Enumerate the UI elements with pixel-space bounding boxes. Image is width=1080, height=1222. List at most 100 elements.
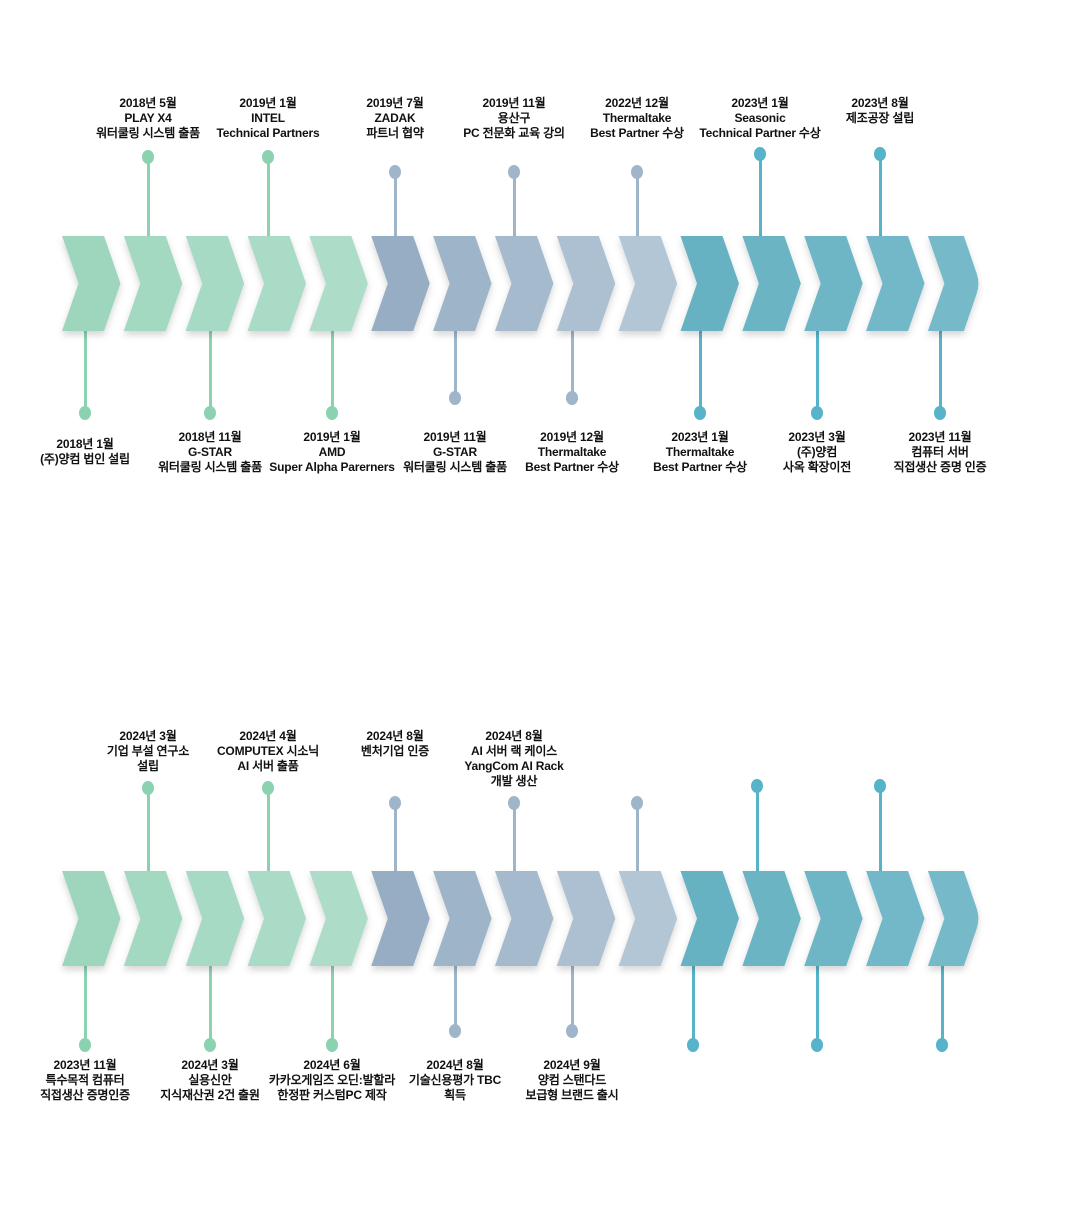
chevron-arrow	[123, 236, 183, 331]
milestone-label: 2024년 4월 COMPUTEX 시소닉 AI 서버 출품	[217, 729, 319, 774]
milestone-dot	[874, 779, 886, 793]
chevron-arrow	[371, 236, 430, 331]
milestone-dot	[389, 796, 401, 810]
milestone-stem	[330, 326, 334, 413]
milestone-dot	[751, 779, 763, 793]
chevron-band	[62, 871, 979, 966]
milestone-label-line: 2019년 7월	[366, 96, 424, 110]
milestone-stem	[691, 961, 695, 1045]
milestone-label-line: 2023년 1월	[731, 96, 789, 110]
milestone-label-line: INTEL	[251, 111, 285, 125]
milestone-label: 2019년 12월 Thermaltake Best Partner 수상	[525, 430, 619, 475]
milestone-dot	[566, 391, 578, 405]
milestone-stem	[208, 961, 212, 1045]
milestone-stem	[146, 157, 150, 241]
chevron-arrow	[742, 236, 801, 331]
chevron-arrow	[804, 871, 863, 966]
milestone-label: 2024년 8월 기술신용평가 TBC 획득	[409, 1058, 501, 1103]
milestone-stem	[512, 172, 516, 241]
milestone-label-line: Super Alpha Parerners	[269, 459, 395, 474]
milestone-dot	[934, 406, 946, 420]
milestone-dot	[811, 1038, 823, 1052]
chevron-arrow	[556, 236, 616, 331]
milestone-label-line: 컴퓨터 서버	[911, 444, 969, 459]
milestone-label-line: 2022년 12월	[605, 96, 669, 110]
chevron-arrow	[309, 871, 368, 966]
milestone-label: 2019년 7월 ZADAK 파트너 협약	[366, 96, 424, 141]
milestone-label-line: 2023년 11월	[53, 1057, 117, 1072]
milestone-label-line: Technical Partners	[216, 126, 320, 140]
milestone-dot	[508, 796, 520, 810]
milestone-stem	[758, 154, 762, 241]
milestone-label-line: AMD	[318, 444, 346, 459]
milestone-label-line: 지식재산권 2건 출원	[160, 1087, 260, 1102]
milestone-label-line: 사옥 확장이전	[782, 459, 852, 474]
milestone-label-line: 획득	[444, 1087, 466, 1102]
milestone-label-line: 2018년 1월	[56, 437, 114, 451]
milestone-dot	[262, 781, 274, 795]
chevron-arrow	[494, 871, 554, 966]
chevron-arrow	[866, 236, 925, 331]
milestone-label-line: 실용신안	[188, 1072, 232, 1087]
chevron-arrow	[185, 236, 245, 331]
milestone-dot	[262, 150, 274, 164]
milestone-label: 2023년 11월 컴퓨터 서버 직접생산 증명 인증	[894, 430, 987, 475]
milestone-label-line: 2023년 11월	[908, 429, 972, 444]
milestone-dot	[79, 1038, 91, 1052]
milestone-label: 2018년 5월 PLAY X4 워터쿨링 시스템 출품	[96, 96, 200, 141]
milestone-label-line: 2018년 5월	[119, 96, 177, 110]
chevron-arrow	[371, 871, 430, 966]
chevron-arrow	[62, 236, 121, 331]
milestone-label-line: 개발 생산	[490, 774, 538, 788]
milestone-label-line: 워터쿨링 시스템 출품	[403, 459, 507, 474]
milestone-label-line: (주)양컴	[796, 444, 838, 459]
milestone-dot	[694, 406, 706, 420]
milestone-label-line: 직접생산 증명인증	[40, 1087, 130, 1102]
milestone-label-line: 2024년 8월	[366, 729, 424, 743]
milestone-dot	[204, 1038, 216, 1052]
milestone-label-line: 워터쿨링 시스템 출품	[158, 459, 262, 474]
milestone-stem	[266, 788, 270, 876]
milestone-stem	[512, 803, 516, 876]
chevron-arrow	[866, 871, 925, 966]
chevron-arrow	[680, 871, 739, 966]
milestone-dot	[811, 406, 823, 420]
milestone-label-line: 용산구	[497, 111, 531, 125]
milestone-label-line: 기업 부설 연구소	[106, 744, 190, 758]
chevron-band	[62, 236, 979, 331]
milestone-dot	[566, 1024, 578, 1038]
milestone-stem	[878, 786, 882, 876]
milestone-label: 2022년 12월 Thermaltake Best Partner 수상	[590, 96, 684, 141]
milestone-dot	[936, 1038, 948, 1052]
milestone-label: 2023년 3월 (주)양컴 사옥 확장이전	[783, 430, 851, 475]
milestone-label-line: 2019년 1월	[303, 429, 361, 444]
chevron-arrow	[804, 236, 863, 331]
chevron-arrow	[62, 871, 121, 966]
milestone-label-line: Best Partner 수상	[525, 459, 619, 474]
milestone-label: 2024년 3월 실용신안 지식재산권 2건 출원	[160, 1058, 260, 1103]
milestone-label-line: 한정판 커스텀PC 제작	[277, 1087, 387, 1102]
milestone-label: 2024년 8월 AI 서버 랙 케이스 YangCom AI Rack 개발 생산	[464, 729, 563, 789]
milestone-label: 2019년 11월 용산구 PC 전문화 교육 강의	[463, 96, 565, 141]
chevron-arrow	[309, 236, 368, 331]
milestone-label-line: 2023년 3월	[788, 429, 846, 444]
milestone-label-line: 보급형 브랜드 출시	[525, 1087, 619, 1102]
milestone-dot	[631, 165, 643, 179]
milestone-dot	[449, 1024, 461, 1038]
milestone-stem	[815, 961, 819, 1045]
milestone-stem	[266, 157, 270, 241]
milestone-label: 2023년 11월 특수목적 컴퓨터 직접생산 증명인증	[40, 1058, 130, 1103]
milestone-dot	[389, 165, 401, 179]
milestone-label: 2024년 8월 벤처기업 인증	[361, 729, 429, 759]
milestone-label: 2023년 8월 제조공장 설립	[846, 96, 914, 126]
milestone-label-line: 양컴 스탠다드	[537, 1072, 607, 1087]
milestone-stem	[635, 172, 639, 241]
milestone-label-line: 2019년 11월	[423, 429, 487, 444]
milestone-stem	[940, 961, 944, 1045]
milestone-dot	[142, 781, 154, 795]
milestone-label-line: 특수목적 컴퓨터	[45, 1072, 125, 1087]
chevron-arrow	[123, 871, 183, 966]
milestone-dot	[326, 1038, 338, 1052]
chevron-arrow	[433, 236, 492, 331]
milestone-label: 2023년 1월 Thermaltake Best Partner 수상	[653, 430, 747, 475]
